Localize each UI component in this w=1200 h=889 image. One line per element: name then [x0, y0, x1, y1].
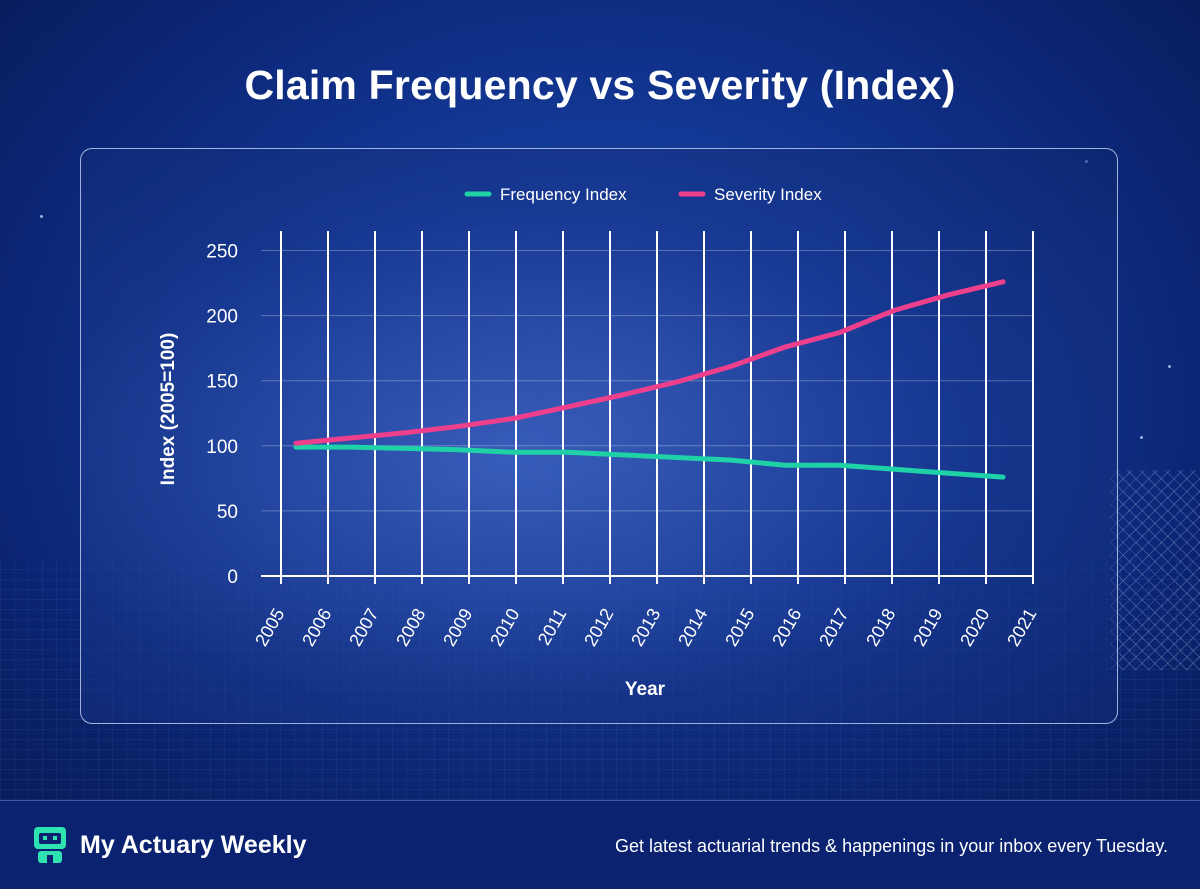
- x-tick-label: 2010: [486, 605, 523, 650]
- y-tick-label: 150: [206, 372, 238, 393]
- x-axis-title: Year: [625, 679, 666, 700]
- background-sparkle: [1140, 436, 1143, 439]
- x-tick-label: 2017: [815, 605, 852, 650]
- x-tick-label: 2013: [627, 605, 664, 650]
- legend-severity-label: Severity Index: [714, 185, 822, 204]
- x-tick-label: 2018: [862, 605, 899, 650]
- x-tick-label: 2006: [298, 605, 335, 650]
- y-tick-label: 100: [206, 437, 238, 458]
- brand-name: My Actuary Weekly: [80, 831, 307, 859]
- x-tick-label: 2011: [534, 605, 571, 649]
- chart-card: 0 50 100 150 200 250 2005 2006 2007 2008 2009 2010 2…: [80, 148, 1118, 724]
- x-tick-label: 2016: [768, 605, 805, 650]
- x-tick-label: 2019: [909, 605, 946, 650]
- y-tick-label: 250: [206, 242, 238, 263]
- y-tick-label: 200: [206, 307, 238, 328]
- background-sparkle: [40, 215, 43, 218]
- y-axis-title: Index (2005=100): [158, 333, 179, 486]
- legend-frequency-label: Frequency Index: [500, 185, 627, 204]
- newsletter-tagline: Get latest actuarial trends & happenings…: [615, 836, 1168, 856]
- x-tick-label: 2020: [956, 605, 993, 650]
- background-mesh: [1110, 470, 1200, 670]
- y-tick-label: 0: [227, 567, 238, 588]
- background-sparkle: [1168, 365, 1171, 368]
- x-tick-label: 2012: [580, 605, 617, 650]
- footer-bar: My Actuary Weekly Get latest actuarial t…: [0, 800, 1200, 889]
- robot-logo-icon: [34, 827, 66, 863]
- y-tick-label: 50: [217, 502, 238, 523]
- line-chart: 0 50 100 150 200 250 2005 2006 2007 2008 2009 2010 2…: [158, 185, 1040, 700]
- x-tick-label: 2005: [251, 605, 288, 650]
- x-tick-label: 2021: [1003, 605, 1040, 650]
- x-tick-label: 2015: [721, 605, 758, 650]
- x-tick-label: 2007: [345, 605, 382, 650]
- x-tick-label: 2009: [439, 605, 476, 650]
- x-tick-label: 2014: [674, 605, 711, 650]
- severity-index-line: [293, 279, 1006, 446]
- page-title: Claim Frequency vs Severity (Index): [244, 62, 956, 108]
- frequency-index-line: [293, 444, 1006, 480]
- x-tick-label: 2008: [392, 605, 429, 650]
